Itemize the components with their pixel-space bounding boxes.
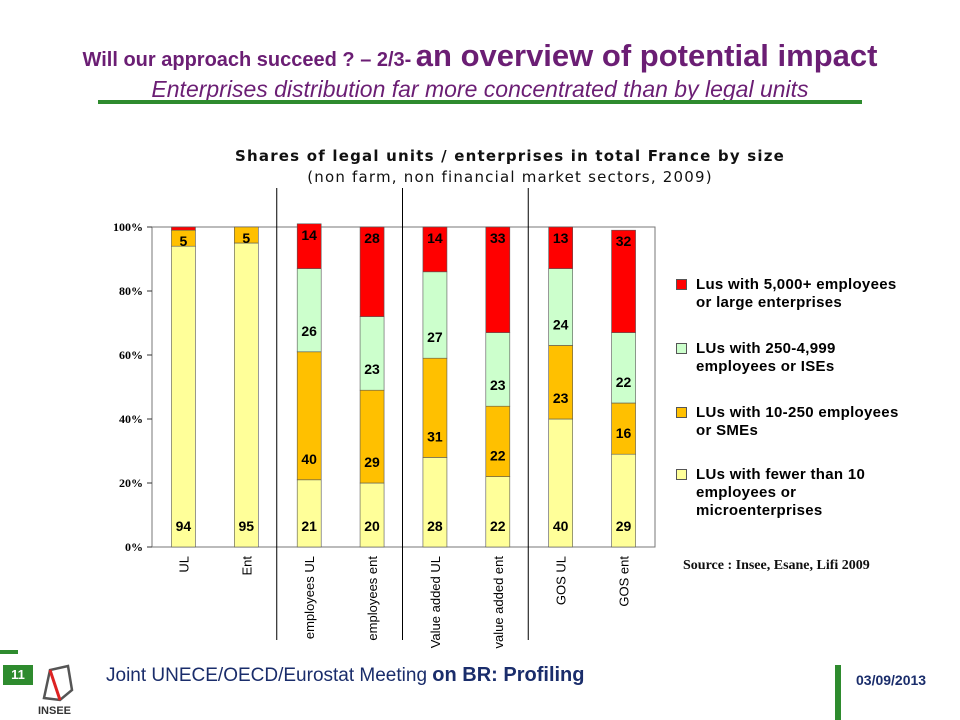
legend-swatch-large xyxy=(676,279,687,290)
data-label: 22 xyxy=(616,374,632,390)
y-tick-label: 60% xyxy=(119,348,143,362)
data-label: 21 xyxy=(301,518,317,534)
bar-segment xyxy=(296,268,322,353)
bar-segment xyxy=(422,457,448,548)
x-tick-label: employees ent xyxy=(365,556,380,641)
bar-segment xyxy=(548,226,573,269)
bar-segment xyxy=(234,242,259,548)
data-label: 95 xyxy=(239,518,255,534)
bar-segment xyxy=(359,226,385,317)
bar-segment xyxy=(611,229,636,333)
bar-segment xyxy=(548,268,573,346)
data-label: 14 xyxy=(427,230,443,246)
data-label: 22 xyxy=(490,518,506,534)
footer-meeting-prefix: Joint UNECE/OECD/Eurostat Meeting xyxy=(106,665,428,686)
y-tick-label: 0% xyxy=(125,540,143,554)
legend-swatch-ises xyxy=(676,343,687,354)
data-label: 14 xyxy=(301,227,317,243)
bar-segment xyxy=(485,332,511,407)
x-tick-label: Value added UL xyxy=(428,556,443,648)
plot-area xyxy=(151,226,656,548)
legend-label-ises: LUs with 250-4,999 employees or ISEs xyxy=(696,340,836,375)
footer-meeting: Joint UNECE/OECD/Eurostat Meeting on BR:… xyxy=(106,664,585,687)
bar-segment xyxy=(359,389,385,484)
data-label: 29 xyxy=(364,454,380,470)
legend-swatch-smes xyxy=(676,407,687,418)
data-label: 29 xyxy=(616,518,632,534)
chart-title-sub: (non farm, non financial market sectors,… xyxy=(307,168,713,186)
bar-segment xyxy=(359,316,385,391)
y-tick-label: 80% xyxy=(119,284,143,298)
chart-source: Source : Insee, Esane, Lifi 2009 xyxy=(683,558,870,573)
data-label: 22 xyxy=(490,448,506,464)
insee-logo: INSEE xyxy=(38,664,74,715)
title-prefix: Will our approach succeed ? – 2/3- xyxy=(82,49,412,71)
title-main: an overview of potential impact xyxy=(415,38,878,73)
svg-text:INSEE: INSEE xyxy=(38,705,71,715)
bar-segment xyxy=(611,332,636,404)
data-label: 23 xyxy=(490,377,506,393)
bar-segment xyxy=(485,476,511,548)
x-tick-label: UL xyxy=(176,556,191,573)
footer-date: 03/09/2013 xyxy=(856,672,927,688)
legend-swatch-micro xyxy=(676,469,687,480)
data-label: 32 xyxy=(616,233,632,249)
bar-segment xyxy=(485,226,511,333)
bar-segment xyxy=(296,479,322,548)
chart-title: Shares of legal units / enterprises in t… xyxy=(200,146,820,188)
data-label: 16 xyxy=(616,425,632,441)
x-tick-label: GOS UL xyxy=(554,556,569,605)
footer-divider xyxy=(835,665,841,720)
data-label: 94 xyxy=(176,518,192,534)
data-label: 27 xyxy=(427,329,443,345)
bar-segment xyxy=(422,226,448,273)
slide-title: Will our approach succeed ? – 2/3- an ov… xyxy=(20,38,940,102)
page-number: 11 xyxy=(3,665,33,685)
chart-title-main: Shares of legal units / enterprises in t… xyxy=(234,147,786,165)
data-label: 13 xyxy=(553,230,569,246)
data-label: 40 xyxy=(301,451,317,467)
x-tick-label: Ent xyxy=(239,556,254,576)
bar-segment xyxy=(611,402,636,455)
x-tick-label: employees UL xyxy=(302,556,317,639)
data-label: 20 xyxy=(364,518,380,534)
y-tick-label: 40% xyxy=(119,412,143,426)
data-label: 5 xyxy=(242,230,250,246)
bar-segment xyxy=(296,223,322,269)
bar-segment xyxy=(171,226,196,231)
bar-segment xyxy=(485,405,511,477)
data-label: 26 xyxy=(301,323,317,339)
data-label: 31 xyxy=(427,428,443,444)
x-tick-label: value added ent xyxy=(491,556,506,649)
data-label: 23 xyxy=(553,390,569,406)
bar-segment xyxy=(296,351,322,481)
data-label: 23 xyxy=(364,361,380,377)
legend-label-smes: LUs with 10-250 employees or SMEs xyxy=(696,404,899,439)
data-label: 28 xyxy=(427,518,443,534)
footer-accent xyxy=(0,650,18,654)
footer-meeting-suffix: on BR: Profiling xyxy=(432,664,585,686)
data-label: 24 xyxy=(553,316,569,332)
bar-segment xyxy=(359,482,385,548)
bar-segment xyxy=(548,418,573,548)
legend-label-micro: LUs with fewer than 10 employees or microe… xyxy=(696,466,866,519)
bar-segment xyxy=(422,357,448,458)
y-tick-label: 20% xyxy=(119,476,143,490)
y-tick-label: 100% xyxy=(113,220,143,234)
legend-label-large: Lus with 5,000+ employees or large enterp… xyxy=(696,276,897,311)
data-label: 28 xyxy=(364,230,380,246)
bar-segment xyxy=(234,226,259,244)
data-label: 5 xyxy=(180,233,188,249)
slide-subtitle: Enterprises distribution far more concen… xyxy=(151,76,809,102)
bar-segment xyxy=(548,345,573,420)
data-label: 33 xyxy=(490,230,506,246)
bar-segment xyxy=(422,271,448,359)
bar-segment xyxy=(171,245,196,548)
x-tick-label: GOS ent xyxy=(617,556,632,607)
data-label: 40 xyxy=(553,518,569,534)
title-divider xyxy=(98,100,862,104)
